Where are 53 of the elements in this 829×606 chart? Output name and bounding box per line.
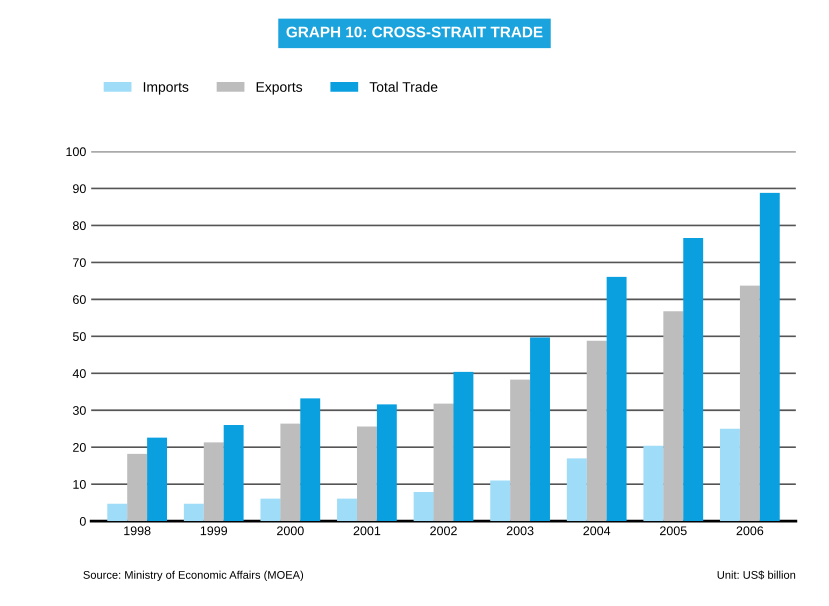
y-tick-label: 80 bbox=[72, 221, 86, 230]
bar bbox=[414, 492, 434, 522]
bar bbox=[260, 498, 280, 522]
bar bbox=[127, 454, 148, 522]
y-tick-label: 30 bbox=[72, 406, 86, 415]
y-tick-label: 50 bbox=[72, 332, 86, 341]
bar bbox=[376, 404, 397, 522]
x-tick-label: 2005 bbox=[660, 526, 687, 536]
text: Unit: US$ billion bbox=[718, 570, 796, 580]
bar bbox=[107, 504, 128, 522]
bar bbox=[566, 458, 587, 522]
legend-label: Total Trade bbox=[370, 82, 438, 92]
y-tick-label: 60 bbox=[73, 295, 86, 304]
bar bbox=[280, 424, 300, 522]
bar bbox=[184, 504, 204, 522]
x-tick-label: 1998 bbox=[124, 526, 151, 536]
bar bbox=[586, 340, 607, 522]
y-tick-label: 10 bbox=[73, 480, 86, 489]
bar bbox=[434, 404, 454, 522]
bar bbox=[530, 337, 550, 522]
y-tick-label: 90 bbox=[73, 184, 86, 194]
x-tick-label: 2003 bbox=[506, 526, 534, 536]
bar bbox=[490, 480, 510, 522]
y-tick-label: 70 bbox=[73, 258, 86, 268]
bar bbox=[510, 380, 530, 522]
bar bbox=[720, 428, 740, 522]
x-tick-label: 2006 bbox=[736, 526, 764, 536]
legend-label: Exports bbox=[256, 82, 302, 95]
x-tick-label: 1999 bbox=[200, 526, 228, 536]
bar bbox=[663, 311, 684, 522]
bar bbox=[337, 498, 357, 522]
bar bbox=[204, 442, 224, 522]
x-tick-label: 2001 bbox=[354, 526, 380, 536]
bar bbox=[224, 425, 244, 522]
bar bbox=[147, 438, 168, 522]
bar bbox=[683, 238, 704, 522]
source-note: Source: Ministry of Economic Affairs (MOEA) bbox=[83, 570, 304, 582]
y-tick-label: 20 bbox=[73, 443, 86, 452]
bar bbox=[643, 446, 664, 522]
x-tick-label: 2004 bbox=[583, 526, 610, 536]
legend-label: Imports bbox=[144, 82, 188, 95]
bar bbox=[453, 372, 474, 522]
x-tick-label: 2000 bbox=[277, 526, 304, 536]
bar bbox=[760, 192, 780, 522]
y-tick-label: 100 bbox=[66, 147, 86, 156]
bar bbox=[300, 398, 320, 522]
bar bbox=[606, 276, 627, 522]
x-tick-label: 2002 bbox=[430, 526, 457, 536]
y-tick-label: 0 bbox=[80, 516, 86, 526]
y-tick-label: 40 bbox=[72, 369, 86, 378]
chart-title: GRAPH 10: CROSS-STRAIT TRADE bbox=[286, 26, 542, 38]
bar bbox=[356, 426, 377, 522]
bar bbox=[740, 286, 760, 522]
